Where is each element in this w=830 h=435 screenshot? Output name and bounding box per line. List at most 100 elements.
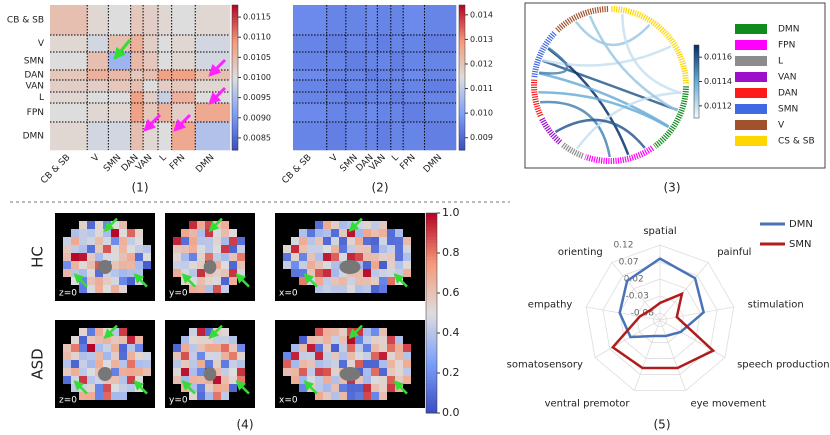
brain-parcel (229, 245, 237, 253)
brain-parcel (63, 253, 71, 261)
brain-parcel (111, 277, 119, 285)
brain-parcel (127, 384, 135, 392)
arrows (113, 39, 227, 132)
brain-parcel (213, 392, 221, 400)
brain-parcel (79, 368, 87, 376)
heatmap-cell (143, 5, 159, 36)
brain-parcel (355, 277, 363, 285)
brain-parcel (79, 245, 87, 253)
brain-parcel (111, 285, 119, 293)
brain-parcel (127, 245, 135, 253)
colorbar-step (232, 41, 238, 45)
brain-parcel (229, 352, 237, 360)
brain-parcel (181, 269, 189, 277)
brain-parcel (221, 352, 229, 360)
colorbar-tick-label: 0.010 (470, 109, 493, 118)
brain-parcel (395, 229, 403, 237)
arrow (133, 380, 148, 395)
colorbar-step (426, 213, 437, 217)
heatmap-cell (366, 52, 378, 71)
brain-parcel (371, 344, 379, 352)
heatmap-cell (424, 52, 457, 71)
brain-parcel (111, 352, 119, 360)
heatmap-cell (390, 80, 404, 93)
brain-parcel (315, 328, 323, 336)
brain-parcel (347, 360, 355, 368)
caption: (3) (664, 181, 681, 195)
arrow (181, 273, 196, 288)
brain-parcel (339, 392, 347, 400)
heatmap-cell (403, 92, 425, 104)
brain-parcel (315, 253, 323, 261)
colorbar-step (426, 276, 437, 281)
colorbar-step (694, 69, 699, 72)
caption: (4) (237, 418, 254, 432)
brain-parcel (363, 221, 371, 229)
colorbar-step (232, 43, 238, 47)
legend-swatch (735, 104, 767, 114)
brain-parcel (315, 368, 323, 376)
brain-parcel (291, 344, 299, 352)
brain-parcel (127, 237, 135, 245)
colorbar-step (459, 125, 465, 129)
colorbar-step (694, 46, 699, 48)
colorbar-step (232, 50, 238, 54)
colorbar-step (426, 396, 437, 401)
brain-parcel (79, 328, 87, 336)
heatmap-cell (424, 80, 457, 93)
brain-parcel (229, 344, 237, 352)
colorbar-step (232, 14, 238, 18)
colorbar-step (426, 256, 437, 261)
heatmap-cell (326, 103, 347, 123)
brain-parcel (71, 360, 79, 368)
colorbar-step (694, 91, 699, 93)
brain-parcel (173, 245, 181, 253)
legend-label: DMN (789, 219, 813, 230)
colorbar-step (459, 29, 465, 33)
legend-label: SMN (778, 105, 798, 115)
brain-parcel (111, 392, 119, 400)
brain-parcel (197, 277, 205, 285)
colorbar-step (426, 349, 437, 354)
heatmap-cell (403, 52, 425, 71)
heatmap-cell (403, 103, 425, 123)
brain-parcel (307, 344, 315, 352)
colorbar-step (459, 94, 465, 98)
heatmap-cell (345, 35, 367, 53)
brain-parcel (355, 237, 363, 245)
arrow (303, 380, 318, 395)
brain-parcel (355, 229, 363, 237)
colorbar-step (232, 84, 238, 88)
heatmap-cell (326, 80, 347, 93)
colorbar-step (459, 43, 465, 47)
brain-parcel (299, 229, 307, 237)
heatmap-cell (50, 80, 88, 93)
colorbar-step (426, 283, 437, 287)
heatmap-cell (171, 122, 196, 151)
brain-parcel (189, 277, 197, 285)
brain-parcel (371, 336, 379, 344)
brain-parcel (315, 237, 323, 245)
heatmap-cell (195, 80, 231, 93)
colorbar-step (232, 104, 238, 107)
brain-parcel (221, 229, 229, 237)
heatmap-cell (390, 103, 404, 123)
brain-parcel (307, 376, 315, 384)
colorbar-step (459, 113, 465, 117)
brain-parcel (127, 360, 135, 368)
brain-parcel (197, 392, 205, 400)
brain-parcel (387, 229, 395, 237)
brain-parcel (87, 221, 95, 229)
brain-parcel (299, 253, 307, 261)
brain-parcel (119, 392, 127, 400)
colorbar-step (232, 92, 238, 95)
brain-parcel (331, 368, 339, 376)
legend-swatch (735, 24, 767, 34)
brain-parcel (379, 261, 387, 269)
brain-parcel (95, 245, 103, 253)
heatmap-cell (158, 92, 172, 104)
colorbar-step (694, 99, 699, 102)
colorbar-step (459, 34, 465, 37)
caption: (5) (654, 418, 671, 432)
colorbar-step (232, 128, 238, 132)
